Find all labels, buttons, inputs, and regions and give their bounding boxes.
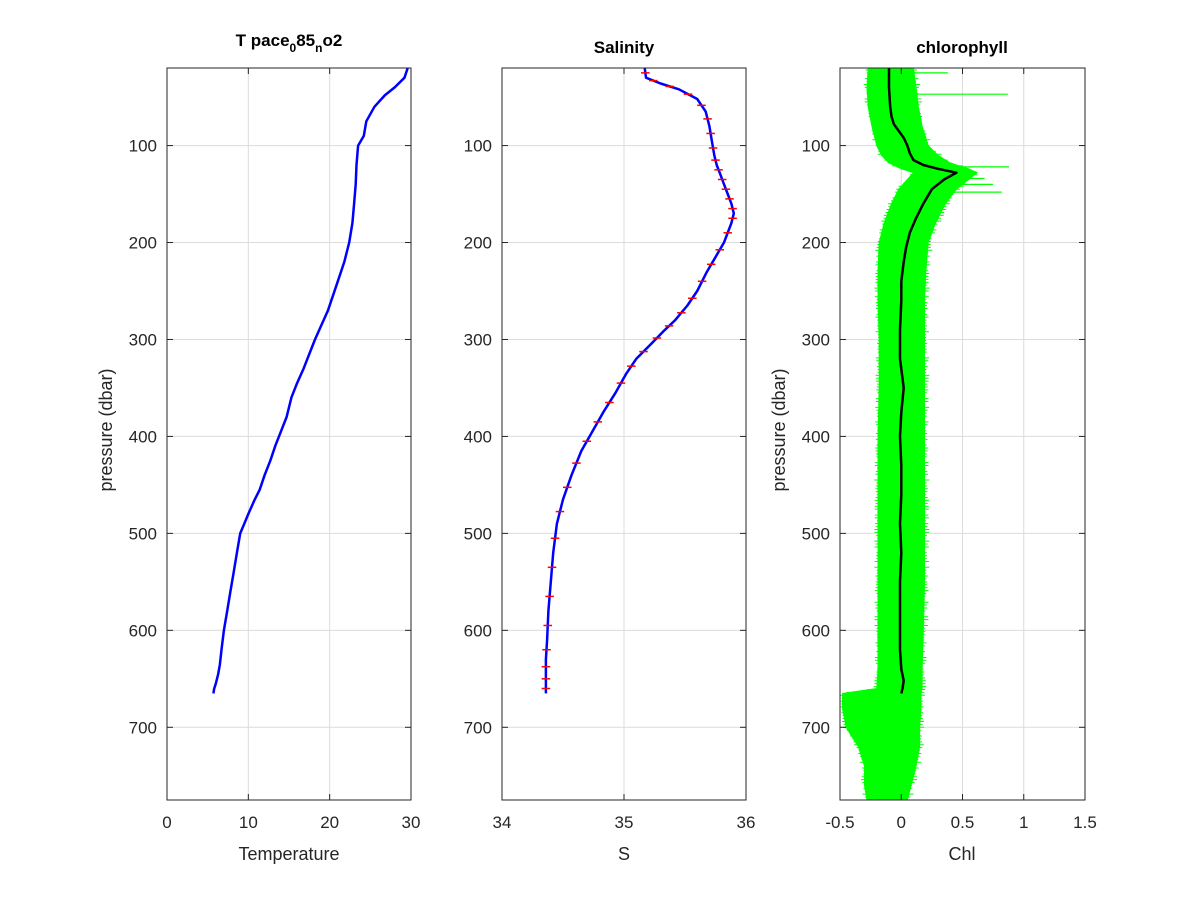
temperature-title: T pace085no2 (236, 31, 343, 55)
temperature-ytick-label: 200 (129, 234, 157, 253)
chlorophyll-series-line (887, 68, 958, 694)
temperature-ytick-label: 100 (129, 137, 157, 156)
chlorophyll-ytick-label: 700 (802, 718, 830, 737)
temperature-ylabel: pressure (dbar) (96, 368, 116, 491)
chlorophyll-ytick-label: 300 (802, 330, 830, 349)
temperature-xtick-label: 20 (320, 813, 339, 832)
salinity-xtick-label: 35 (615, 813, 634, 832)
salinity-xtick-label: 36 (737, 813, 756, 832)
temperature-ytick-label: 600 (129, 621, 157, 640)
chlorophyll-ytick-label: 400 (802, 427, 830, 446)
salinity-title: Salinity (594, 38, 655, 57)
temperature-panel: T pace085no2 Temperature pressure (dbar)… (96, 31, 420, 864)
salinity-ytick-label: 500 (464, 524, 492, 543)
temperature-ytick-label: 700 (129, 718, 157, 737)
chlorophyll-ytick-label: 100 (802, 137, 830, 156)
chlorophyll-xtick-label: 0.5 (951, 813, 975, 832)
temperature-xtick-label: 10 (239, 813, 258, 832)
chlorophyll-xlabel: Chl (948, 844, 975, 864)
salinity-ytick-label: 600 (464, 621, 492, 640)
chlorophyll-ytick-label: 600 (802, 621, 830, 640)
salinity-panel: Salinity S 34 35 36 100 200 300 400 500 600 700 (464, 38, 756, 864)
chlorophyll-panel: chlorophyll Chl pressure (dbar) -0.5 0 0.5… (769, 38, 1097, 864)
salinity-xtick-label: 34 (493, 813, 512, 832)
salinity-ytick-label: 100 (464, 137, 492, 156)
chlorophyll-xtick-label: -0.5 (825, 813, 854, 832)
temperature-xtick-label: 0 (162, 813, 171, 832)
salinity-series-line (544, 67, 736, 694)
temperature-series-line (212, 67, 409, 694)
salinity-xlabel: S (618, 844, 630, 864)
chlorophyll-xtick-label: 1.5 (1073, 813, 1097, 832)
temperature-xlabel: Temperature (238, 844, 339, 864)
temperature-plot-area (167, 68, 411, 800)
temperature-ytick-label: 400 (129, 427, 157, 446)
chlorophyll-xtick-label: 1 (1019, 813, 1028, 832)
temperature-xtick-label: 30 (402, 813, 421, 832)
temperature-ytick-label: 500 (129, 524, 157, 543)
temperature-axes-box (166, 67, 412, 801)
salinity-ytick-label: 200 (464, 234, 492, 253)
salinity-ytick-label: 700 (464, 718, 492, 737)
salinity-ytick-label: 300 (464, 330, 492, 349)
chlorophyll-xtick-label: 0 (897, 813, 906, 832)
chlorophyll-title: chlorophyll (916, 38, 1008, 57)
salinity-ytick-label: 400 (464, 427, 492, 446)
chlorophyll-ylabel: pressure (dbar) (769, 368, 789, 491)
chlorophyll-ytick-label: 200 (802, 234, 830, 253)
chlorophyll-ytick-label: 500 (802, 524, 830, 543)
temperature-ytick-label: 300 (129, 330, 157, 349)
